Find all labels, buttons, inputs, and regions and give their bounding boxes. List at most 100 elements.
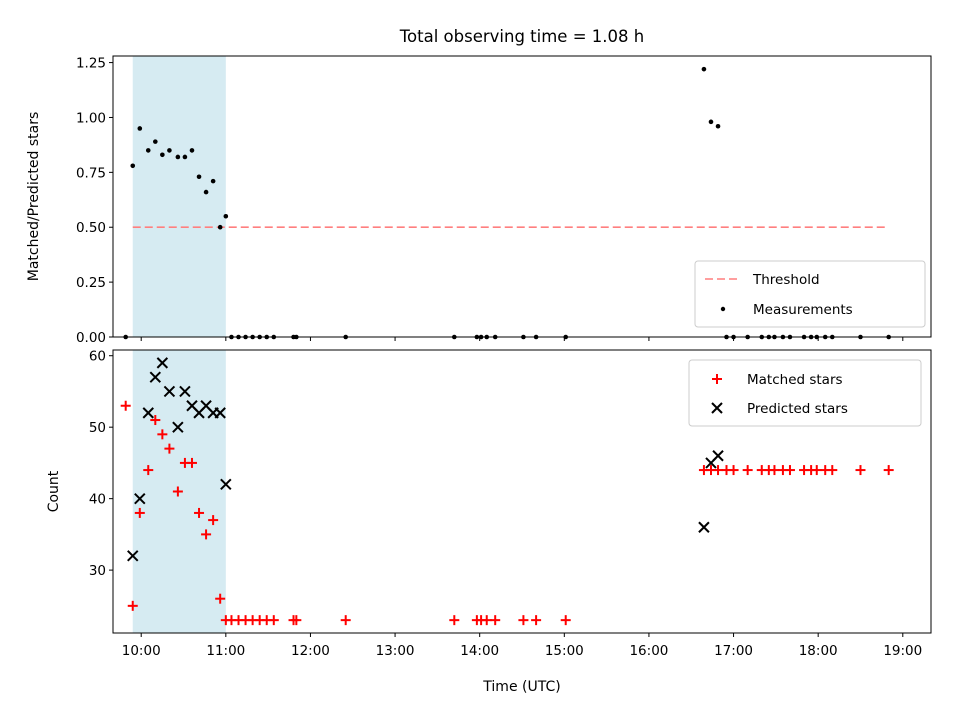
matched-star-point bbox=[713, 465, 724, 476]
predicted-star-point-b bbox=[134, 492, 146, 505]
matched-star-point bbox=[340, 615, 351, 626]
predicted-star-point-b bbox=[179, 385, 191, 398]
predicted-star-point bbox=[156, 357, 169, 369]
matched-star-point bbox=[194, 507, 205, 518]
matched-star-point bbox=[164, 443, 175, 454]
x-tick-label: 14:00 bbox=[460, 643, 499, 659]
matched-star-point bbox=[172, 486, 183, 497]
matched-star-point bbox=[769, 465, 780, 476]
measurement-point bbox=[160, 152, 165, 158]
legend-measurements-label: Measurements bbox=[753, 302, 853, 318]
predicted-star-point bbox=[134, 492, 146, 505]
matched-star-point bbox=[127, 600, 138, 611]
x-tick-label: 19:00 bbox=[883, 643, 922, 659]
matched-star-point bbox=[560, 615, 571, 626]
count-x-ticks: 10:00 11:00 12:00 13:00 14:00 15:00 16:00 17:00… bbox=[122, 633, 922, 659]
predicted-star-point-b bbox=[186, 400, 198, 412]
x-tick-label: 11:00 bbox=[206, 643, 245, 659]
matched-star-point bbox=[201, 529, 212, 540]
matched-star-point bbox=[449, 615, 460, 626]
predicted-star-point-b bbox=[172, 421, 184, 433]
measurement-point bbox=[701, 66, 707, 72]
matched-star-point bbox=[134, 507, 145, 518]
measurement-point bbox=[130, 163, 136, 169]
predicted-star-point bbox=[712, 450, 724, 462]
matched-star-point bbox=[208, 515, 219, 526]
predicted-star-point bbox=[179, 385, 191, 398]
y-tick-label: 30 bbox=[89, 563, 106, 579]
matched-star-point bbox=[215, 593, 226, 604]
matched-star-point bbox=[268, 615, 279, 626]
matched-star-point bbox=[120, 400, 131, 411]
matched-star-point bbox=[883, 465, 894, 476]
y-tick-label: 0.75 bbox=[76, 165, 106, 181]
measurement-point bbox=[223, 213, 229, 219]
matched-stars-points bbox=[120, 400, 894, 626]
ratio-axes-frame bbox=[112, 55, 932, 338]
measurement-point bbox=[189, 148, 195, 153]
matched-star-point bbox=[481, 615, 492, 626]
measurement-point bbox=[153, 139, 158, 144]
measurement-point bbox=[196, 174, 202, 180]
matched-star-point bbox=[157, 429, 168, 440]
predicted-star-point-b bbox=[142, 407, 154, 419]
predicted-star-point-b bbox=[156, 357, 169, 369]
legend-predicted-label: Predicted stars bbox=[747, 401, 848, 417]
y-tick-label: 0.25 bbox=[76, 275, 106, 291]
measurement-point bbox=[175, 154, 181, 160]
predicted-star-point-b bbox=[163, 385, 176, 398]
matched-star-point bbox=[742, 465, 753, 476]
chart-title: Total observing time = 1.08 h bbox=[399, 27, 644, 46]
x-tick-label: 18:00 bbox=[799, 643, 838, 659]
count-y-ticks: 30 40 50 60 bbox=[89, 349, 113, 579]
matched-star-point bbox=[518, 615, 529, 626]
y-tick-label: 50 bbox=[89, 420, 106, 436]
measurement-point bbox=[203, 189, 209, 195]
x-axis-label: Time (UTC) bbox=[482, 679, 560, 695]
matched-star-point bbox=[827, 465, 838, 476]
x-tick-label: 16:00 bbox=[629, 643, 668, 659]
count-legend: Matched stars Predicted stars bbox=[688, 359, 922, 427]
measurement-point bbox=[137, 126, 143, 131]
matched-star-point bbox=[855, 465, 866, 476]
count-legend-box bbox=[688, 359, 922, 427]
predicted-star-point bbox=[698, 521, 710, 533]
x-tick-label: 12:00 bbox=[291, 643, 330, 659]
legend-matched-label: Matched stars bbox=[747, 372, 843, 388]
count-y-axis-label: Count bbox=[46, 470, 62, 512]
measurement-point bbox=[708, 119, 714, 125]
x-tick-label: 17:00 bbox=[714, 643, 753, 659]
measurement-point bbox=[210, 178, 216, 184]
predicted-star-point bbox=[142, 407, 154, 419]
count-axes-frame bbox=[112, 349, 932, 634]
predicted-star-point bbox=[149, 371, 162, 383]
legend-predicted-swatch bbox=[711, 402, 723, 414]
legend-threshold-label: Threshold bbox=[752, 272, 820, 288]
ratio-y-axis-label: Matched/Predicted stars bbox=[26, 112, 42, 282]
legend-matched-swatch bbox=[712, 374, 722, 384]
measurement-point bbox=[217, 224, 223, 230]
predicted-star-point-b bbox=[698, 521, 710, 533]
measurement-point bbox=[182, 154, 188, 160]
matched-star-point bbox=[150, 415, 161, 426]
ratio-panel: 0.00 0.25 0.50 0.75 1.00 1.25 Total observing… bbox=[26, 27, 932, 346]
legend-predicted-swatch-b bbox=[711, 402, 723, 414]
predicted-star-point-b bbox=[200, 400, 212, 412]
predicted-star-point-b bbox=[149, 371, 162, 383]
y-tick-label: 1.00 bbox=[76, 110, 106, 126]
x-tick-label: 15:00 bbox=[545, 643, 584, 659]
y-tick-label: 1.25 bbox=[76, 56, 106, 72]
legend-measurements-swatch bbox=[720, 306, 726, 312]
y-tick-label: 40 bbox=[89, 492, 106, 508]
matched-star-point bbox=[531, 615, 542, 626]
predicted-star-point bbox=[220, 478, 232, 491]
matched-star-point bbox=[728, 465, 739, 476]
matched-star-point bbox=[784, 465, 795, 476]
measurement-point bbox=[715, 123, 721, 129]
ratio-legend: Threshold Measurements bbox=[694, 260, 926, 328]
observing-window-span bbox=[132, 56, 226, 337]
y-tick-label: 0.50 bbox=[76, 220, 106, 236]
matched-star-point bbox=[143, 465, 154, 476]
